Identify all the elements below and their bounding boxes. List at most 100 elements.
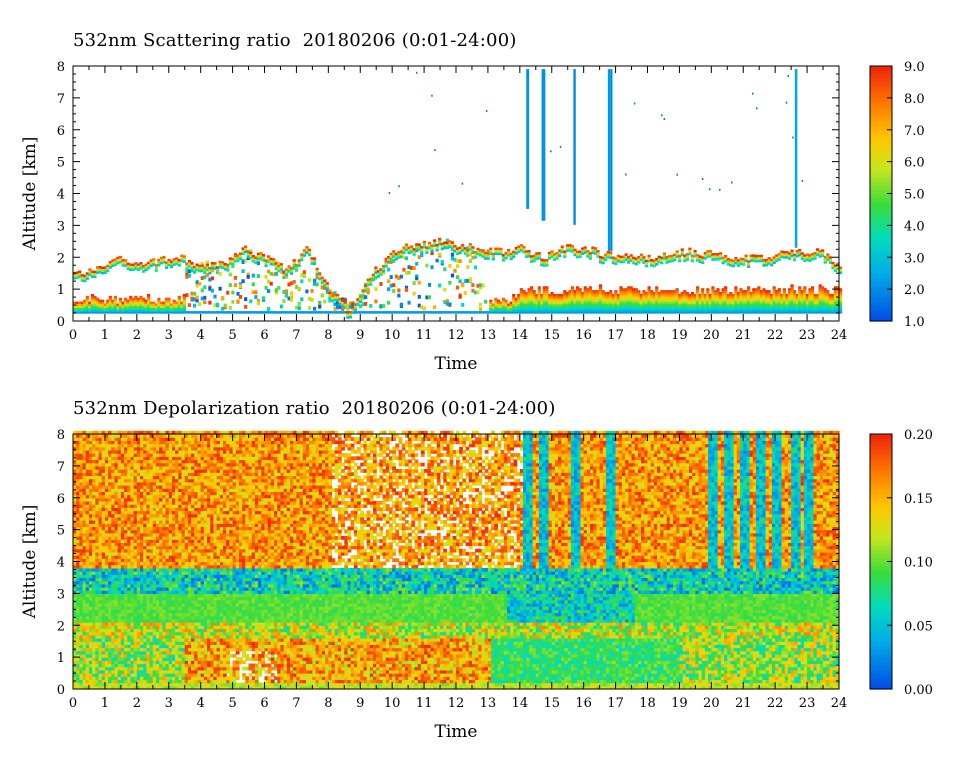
heatmap-cell: [598, 260, 603, 264]
heatmap-cell: [82, 446, 87, 451]
heatmap-cell: [210, 276, 215, 281]
heatmap-cell: [111, 587, 116, 591]
heatmap-cell: [284, 289, 289, 294]
heatmap-cell: [795, 254, 799, 258]
heatmap-cell: [407, 270, 411, 275]
heatmap-cell: [111, 462, 116, 467]
heatmap-cell: [76, 590, 80, 594]
heatmap-cell: [621, 297, 626, 301]
heatmap-cell: [724, 303, 728, 306]
heatmap-cell: [803, 291, 807, 295]
heatmap-cell: [713, 299, 718, 303]
heatmap-cell: [95, 676, 100, 681]
heatmap-cell: [287, 296, 291, 301]
heatmap-cell: [98, 657, 103, 661]
heatmap-cell: [828, 299, 832, 303]
heatmap-cell: [88, 657, 93, 661]
heatmap-cell: [88, 577, 93, 582]
heatmap-cell: [504, 305, 508, 308]
heatmap-cell: [114, 469, 119, 473]
heatmap-cell: [813, 252, 817, 255]
heatmap-cell: [821, 297, 825, 301]
heatmap-cell: [698, 260, 702, 264]
heatmap-cell: [374, 266, 378, 269]
heatmap-cell: [764, 258, 769, 262]
heatmap-cell: [101, 555, 106, 559]
heatmap-cell: [836, 267, 840, 271]
heatmap-cell: [356, 300, 360, 304]
heatmap-cell: [88, 437, 93, 441]
heatmap-cell: [583, 311, 587, 314]
heatmap-cell: [117, 647, 122, 652]
heatmap-cell: [93, 295, 97, 299]
cirrus-column: [573, 69, 576, 225]
heatmap-cell: [632, 291, 636, 295]
heatmap-cell: [246, 274, 250, 279]
heatmap-cell: [351, 308, 355, 312]
heatmap-cell: [78, 301, 82, 305]
heatmap-cell: [547, 305, 552, 308]
heatmap-cell: [519, 291, 523, 295]
heatmap-cell: [241, 269, 245, 274]
heatmap-cell: [394, 257, 398, 261]
heatmap-cell: [542, 261, 546, 265]
heatmap-cell: [101, 434, 106, 438]
heatmap-cell: [532, 299, 536, 303]
heatmap-cell: [292, 261, 296, 265]
heatmap-cell: [104, 555, 109, 559]
heatmap-cell: [223, 262, 227, 266]
heatmap-cell: [688, 305, 692, 308]
heatmap-cell: [810, 299, 815, 303]
heatmap-cell: [790, 293, 794, 297]
heatmap-cell: [647, 286, 651, 289]
heatmap-cell: [73, 574, 77, 579]
speckle: [461, 182, 464, 185]
heatmap-cell: [514, 301, 518, 305]
heatmap-cell: [98, 542, 103, 547]
heatmap-cell: [180, 259, 184, 263]
heatmap-cell: [486, 254, 490, 258]
heatmap-cell: [73, 555, 77, 559]
heatmap-cell: [821, 307, 825, 310]
heatmap-cell: [609, 309, 613, 312]
heatmap-cell: [839, 293, 843, 297]
heatmap-cell: [76, 545, 80, 550]
heatmap-cell: [693, 293, 697, 297]
heatmap-cell: [228, 272, 232, 277]
heatmap-cell: [95, 307, 100, 310]
heatmap-cell: [670, 309, 674, 312]
heatmap-cell: [499, 305, 503, 308]
heatmap-cell: [180, 303, 184, 306]
heatmap-cell: [238, 311, 243, 314]
heatmap-cell: [731, 293, 735, 297]
heatmap-cell: [448, 242, 452, 246]
chart-1-colorbar: 1.02.03.04.05.06.07.08.09.0: [869, 60, 925, 330]
heatmap-cell: [688, 247, 692, 251]
heatmap-cell: [527, 301, 531, 305]
heatmap-cell: [407, 311, 411, 314]
heatmap-cell: [208, 266, 212, 270]
heatmap-cell: [193, 270, 197, 274]
heatmap-cell: [79, 571, 84, 575]
heatmap-cell: [76, 663, 80, 668]
heatmap-cell: [387, 311, 391, 314]
heatmap-cell: [481, 250, 485, 253]
heatmap-cell: [226, 311, 230, 314]
heatmap-cell: [111, 497, 116, 502]
heatmap-cell: [736, 297, 741, 301]
heatmap-cell: [302, 249, 306, 252]
heatmap-cell: [114, 513, 119, 518]
heatmap-cell: [333, 291, 337, 296]
heatmap-cell: [642, 291, 646, 295]
heatmap-cell: [757, 303, 761, 306]
heatmap-cell: [76, 653, 80, 658]
heatmap-cell: [141, 311, 146, 314]
heatmap-cell: [215, 302, 220, 307]
heatmap-cell: [193, 311, 197, 314]
heatmap-cell: [614, 307, 618, 310]
heatmap-cell: [647, 254, 651, 258]
heatmap-cell: [274, 288, 278, 293]
heatmap-cell: [92, 650, 96, 655]
heatmap-cell: [588, 254, 592, 258]
heatmap-cell: [530, 255, 534, 258]
